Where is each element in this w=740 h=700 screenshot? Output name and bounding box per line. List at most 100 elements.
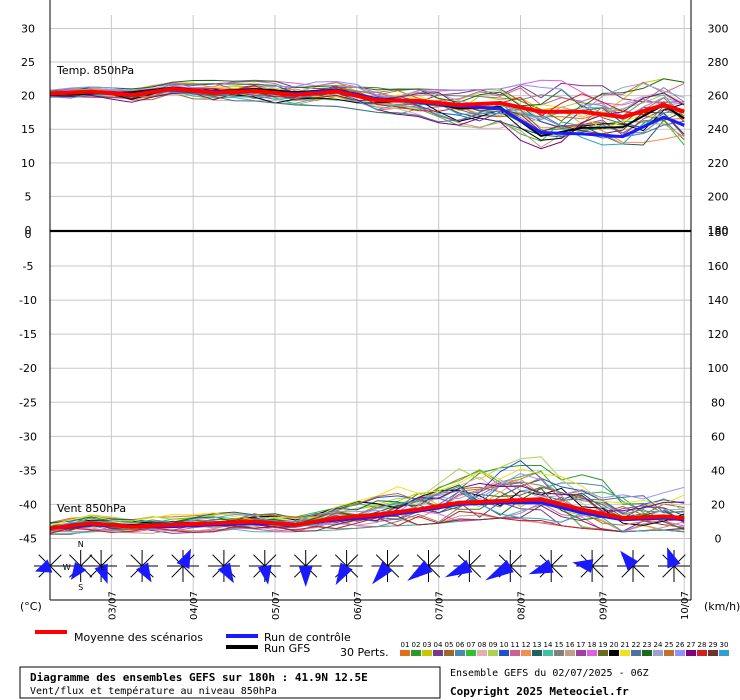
wind-right-tick-label: 180 [708, 226, 729, 239]
pert-color-swatch [444, 650, 454, 656]
wind-rose-spoke [375, 554, 388, 567]
pert-id-label: 07 [467, 641, 476, 649]
temp-tick-label: 10 [21, 157, 35, 170]
pert-id-label: 19 [599, 641, 608, 649]
wind-left-tick-label: -35 [19, 464, 37, 477]
temp-tick-label: 15 [21, 123, 35, 136]
wind-direction-wedge [176, 548, 191, 569]
x-tick-label: 06/07 [353, 591, 364, 620]
pert-color-swatch [598, 650, 608, 656]
wind-direction-wedge [620, 550, 639, 571]
temp-tick-label: 5 [25, 190, 32, 203]
wind-rose-spoke [591, 565, 604, 578]
wind-rose-spoke [550, 554, 563, 567]
wind-direction-wedge [136, 562, 152, 583]
x-tick-label: 07/07 [435, 591, 446, 620]
wind-direction-wedge [528, 559, 554, 575]
chart-subtitle: Vent/flux et température au niveau 850hP… [30, 685, 277, 697]
wind-direction-wedge [485, 559, 514, 581]
temp-member-line [49, 78, 685, 108]
wind-rose [330, 549, 363, 586]
wind-rose [289, 549, 322, 587]
x-tick-label: 05/07 [271, 591, 282, 620]
pert-color-swatch [532, 650, 542, 656]
perturbation-legend: 01 02 03 04 05 06 07 08 09 10 11 12 13 14 15 16 17 18 19 20… [400, 641, 729, 656]
x-tick-label: 08/07 [517, 591, 528, 620]
wind-rose-spoke [80, 554, 93, 567]
wind-rose [207, 549, 240, 584]
wind-rose-spoke [591, 554, 604, 567]
pert-color-swatch [719, 650, 729, 656]
wind-rose-spoke [632, 565, 645, 578]
x-tick-label: 10/07 [680, 591, 691, 620]
pert-id-label: 24 [654, 641, 663, 649]
temp-mean-line [49, 86, 685, 120]
pert-color-swatch [664, 650, 674, 656]
wind-rose [485, 549, 527, 583]
wind-left-tick-label: -15 [19, 328, 37, 341]
wind-rose-spoke [334, 554, 347, 567]
wind-left-tick-label: -10 [19, 294, 37, 307]
wind-direction-wedge [217, 562, 234, 584]
wind-left-tick-label: 0 [25, 228, 32, 241]
legend-mean-label: Moyenne des scénarios [74, 631, 203, 644]
legend-gfs-swatch [226, 645, 258, 649]
pert-color-swatch [477, 650, 487, 656]
wind-rose-spoke [305, 554, 318, 567]
compass-letter: E [100, 563, 105, 572]
wind-rose-spoke [223, 554, 236, 567]
wind-rose [371, 549, 404, 585]
wind-direction-wedge [572, 559, 594, 573]
pert-color-swatch [653, 650, 663, 656]
x-tick-label: 04/07 [189, 591, 200, 620]
pert-id-label: 17 [577, 641, 586, 649]
compass-letter: W [63, 563, 71, 572]
wind-rose-spoke [469, 565, 482, 578]
wind-right-tick-label: 100 [708, 362, 729, 375]
pert-color-swatch [488, 650, 498, 656]
wind-rose-spoke [212, 554, 225, 567]
wind-rose-spoke [100, 554, 113, 567]
pert-id-label: 01 [401, 641, 410, 649]
pert-id-label: 28 [698, 641, 707, 649]
wind-rose-spoke [171, 565, 184, 578]
left-unit-label: (°C) [20, 600, 42, 613]
wind-right-tick-label: 40 [711, 464, 725, 477]
temp-right-tick-label: 180 [708, 224, 729, 237]
pert-color-swatch [422, 650, 432, 656]
wind-rose-spoke [662, 565, 675, 578]
wind-rose-spoke [550, 565, 563, 578]
wind-panel-label: Vent 850hPa [57, 502, 126, 515]
pert-color-swatch [521, 650, 531, 656]
temp-tick-label: 30 [21, 22, 35, 35]
pert-color-swatch [609, 650, 619, 656]
legend-control-swatch [226, 634, 258, 638]
pert-id-label: 11 [511, 641, 520, 649]
pert-id-label: 03 [423, 641, 432, 649]
wind-rose-spoke [387, 554, 400, 567]
pert-color-swatch [631, 650, 641, 656]
wind-left-tick-label: -30 [19, 430, 37, 443]
pert-id-label: 23 [643, 641, 652, 649]
pert-color-swatch [587, 650, 597, 656]
wind-direction-wedge [667, 547, 681, 569]
temp-right-tick-label: 200 [708, 190, 729, 203]
compass-letter: N [78, 540, 84, 549]
temp-right-tick-label: 280 [708, 56, 729, 69]
wind-direction-wedge [94, 563, 108, 584]
pert-id-label: 26 [676, 641, 685, 649]
pert-color-swatch [697, 650, 707, 656]
wind-member-line [49, 468, 685, 527]
wind-direction-wedge [70, 562, 87, 580]
wind-rose-spoke [130, 554, 143, 567]
pert-color-swatch [642, 650, 652, 656]
pert-id-label: 13 [533, 641, 542, 649]
wind-rose-spoke [509, 565, 522, 578]
legend-mean-swatch [35, 630, 67, 634]
wind-rose [617, 549, 649, 583]
wind-rose-spoke [346, 554, 359, 567]
pert-color-swatch [565, 650, 575, 656]
pert-color-swatch [576, 650, 586, 656]
pert-color-swatch [675, 650, 685, 656]
